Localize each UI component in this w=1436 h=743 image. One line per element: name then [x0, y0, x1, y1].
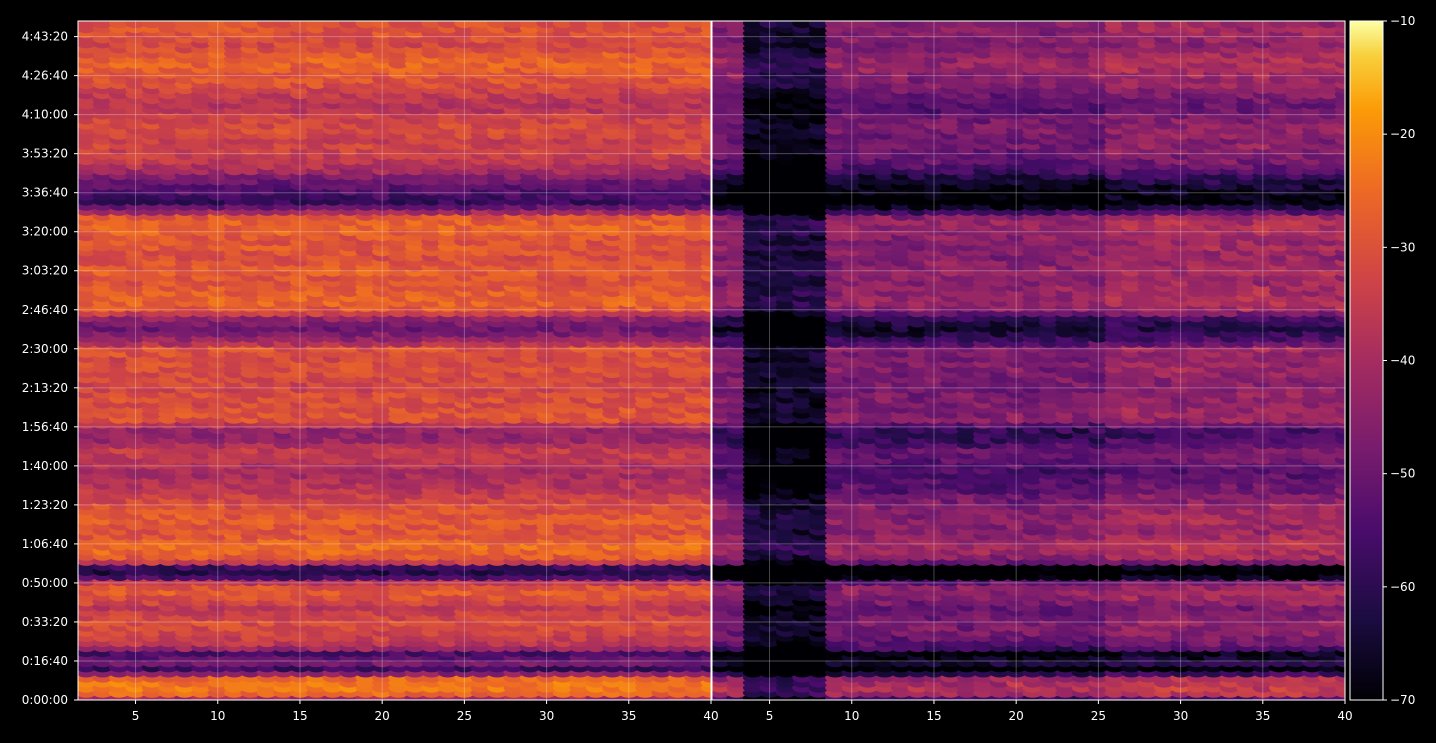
heatmap-cells-left: [78, 21, 711, 700]
